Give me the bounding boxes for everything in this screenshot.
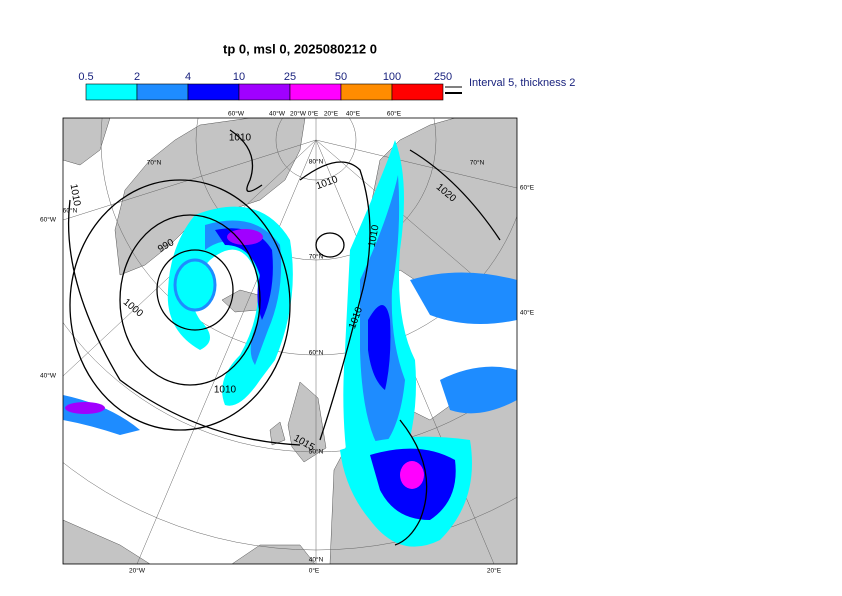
legend-label: 2 — [134, 71, 140, 83]
contour-label: 1010 — [68, 183, 83, 207]
legend-swatch — [136, 83, 189, 101]
grid-label: 60°N — [309, 349, 324, 357]
coordinate-label: 20°E — [487, 567, 502, 575]
legend-label: 25 — [284, 71, 296, 83]
coordinate-label: 0°E — [309, 567, 320, 575]
contour-label: 1010 — [214, 385, 237, 396]
grid-label: 70°N — [309, 253, 324, 261]
coordinate-label: 20°W — [290, 110, 307, 118]
grid-label: 70°N — [470, 159, 485, 167]
grid-label: 80°N — [309, 158, 324, 166]
legend-label: 10 — [233, 71, 245, 83]
coordinate-label: 60°E — [387, 110, 402, 118]
coordinate-label: 20°E — [324, 110, 339, 118]
grid-label: 50°N — [309, 448, 324, 456]
legend-swatch — [289, 83, 342, 101]
grid-label: 70°N — [147, 159, 162, 167]
coordinate-label: 60°W — [228, 110, 245, 118]
map-frame — [62, 117, 518, 565]
grid-label: 60°N — [63, 207, 78, 215]
grid-labels: 80°N 70°N 60°N 50°N 40°N 70°N 70°N 60°N — [63, 158, 485, 564]
coordinate-label: 40°E — [520, 309, 535, 317]
legend-label: 4 — [185, 71, 191, 83]
contour-label: 1010 — [229, 133, 252, 144]
legend: 0.5 2 4 10 25 50 100 250 — [78, 71, 452, 101]
coordinate-label: 40°E — [346, 110, 361, 118]
coordinate-label: 60°W — [40, 216, 57, 224]
coordinate-label: 60°E — [520, 184, 535, 192]
precipitation — [63, 140, 517, 547]
legend-swatch — [85, 83, 138, 101]
map: 101010101010990100010101020101010101015 … — [63, 118, 517, 564]
isobars — [67, 129, 501, 546]
coordinate-label: 40°W — [269, 110, 286, 118]
coordinate-label: 40°W — [40, 372, 57, 380]
coordinate-label: 20°W — [129, 567, 146, 575]
legend-swatch — [340, 83, 393, 101]
legend-label: 100 — [383, 71, 401, 83]
edge-labels: 60°W40°W20°W 0°E 20°E60°E40°E60°W 40°W 20°W 0… — [40, 110, 535, 575]
legend-label: 0.5 — [78, 71, 93, 83]
legend-swatch — [391, 83, 444, 101]
legend-label: 50 — [335, 71, 347, 83]
grid-label: 40°N — [309, 556, 324, 564]
title: tp 0, msl 0, 2025080212 0 — [223, 41, 377, 56]
contour-label: 1010 — [367, 224, 382, 248]
legend-swatch — [238, 83, 291, 101]
coordinate-label: 0°E — [308, 110, 319, 118]
legend-label: 250 — [434, 71, 452, 83]
legend-swatch — [187, 83, 240, 101]
legend-note: Interval 5, thickness 2 — [469, 77, 575, 89]
